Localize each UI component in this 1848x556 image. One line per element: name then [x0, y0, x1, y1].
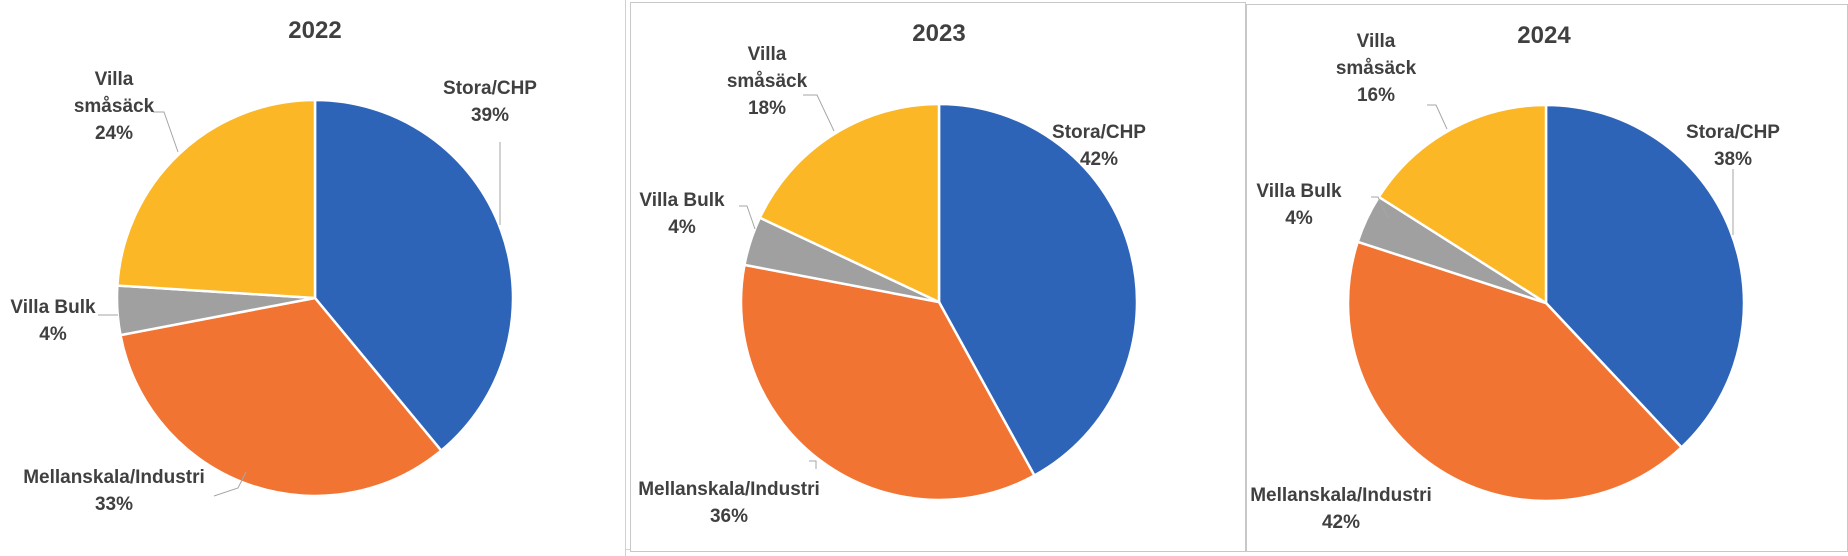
data-label-name: Stora/CHP [443, 78, 537, 99]
pie-slices [1346, 103, 1746, 503]
leader-line [213, 471, 247, 497]
data-label-name: Mellanskala/Industri [638, 479, 820, 500]
data-label-name: Villa Bulk [639, 190, 725, 211]
data-label-name: Stora/CHP [1052, 122, 1146, 143]
leader-line [153, 111, 179, 153]
data-label: Stora/CHP 42% [1052, 122, 1146, 170]
data-labels: Stora/CHP 42% Mellanskala/Industri 36% Villa… [638, 44, 1146, 527]
data-label: Villa Bulk 4% [639, 190, 725, 238]
data-labels: Stora/CHP 39% Mellanskala/Industri 33% Villa… [10, 69, 537, 515]
pie-slice-villa-sm-s-ck[interactable] [116, 98, 317, 300]
data-label-percent: 16% [1357, 85, 1395, 106]
data-label-percent: 38% [1714, 149, 1752, 170]
data-label-name: småsäck [1336, 58, 1417, 79]
data-label-percent: 39% [471, 105, 509, 126]
data-label-name: småsäck [74, 96, 155, 117]
data-label-name: Villa Bulk [1256, 181, 1342, 202]
pie-slice-mellanskala-industri[interactable] [119, 296, 443, 498]
pie-slice-villa-sm-s-ck[interactable] [1377, 103, 1548, 306]
pie-slice-stora-chp[interactable] [937, 102, 1139, 478]
data-label-percent: 18% [748, 98, 786, 119]
data-label-name: småsäck [727, 71, 808, 92]
pie-chart-canvas: 2023 Stora/CHP 42% Mellanskala/Industri 36%… [638, 20, 1146, 527]
data-label-percent: 42% [1322, 512, 1360, 533]
leader-lines [739, 94, 835, 469]
pie-slice-stora-chp[interactable] [313, 98, 515, 453]
pie-chart-2023[interactable]: 2023 Stora/CHP 42% Mellanskala/Industri 36%… [630, 2, 1246, 552]
data-label: Villa Bulk 4% [1256, 181, 1342, 229]
data-label: Villa Bulk 4% [10, 297, 96, 345]
data-label-name: Villa Bulk [10, 297, 96, 318]
data-label-percent: 4% [668, 217, 696, 238]
data-label: Villa småsäck 16% [1336, 31, 1417, 106]
data-label-percent: 4% [39, 324, 67, 345]
leader-line [809, 460, 817, 469]
pie-chart-2024[interactable]: 2024 Stora/CHP 38% Mellanskala/Industri 42%… [1246, 4, 1848, 552]
leader-line [803, 94, 835, 132]
data-label-name: Villa [1357, 31, 1396, 52]
leader-line [1427, 104, 1448, 130]
pie-chart-canvas: 2022 Stora/CHP 39% Mellanskala/Industri 33%… [10, 17, 537, 515]
leader-line [1371, 196, 1389, 219]
chart-title: 2022 [288, 17, 341, 44]
data-label: Villa småsäck 18% [727, 44, 808, 119]
chart-title: 2024 [1517, 22, 1571, 49]
leader-lines [98, 111, 501, 497]
pie-slices [739, 102, 1139, 502]
pie-slice-mellanskala-industri[interactable] [1346, 240, 1684, 503]
data-label-name: Villa [748, 44, 787, 65]
pie-chart-2022[interactable]: 2022 Stora/CHP 39% Mellanskala/Industri 33%… [0, 0, 626, 556]
data-label-percent: 42% [1080, 149, 1118, 170]
data-label-percent: 24% [95, 123, 133, 144]
data-label-name: Stora/CHP [1686, 122, 1780, 143]
data-label: Mellanskala/Industri 33% [23, 467, 205, 515]
data-labels: Stora/CHP 38% Mellanskala/Industri 42% Villa… [1250, 31, 1780, 533]
chart-title: 2023 [912, 20, 965, 47]
data-label: Stora/CHP 39% [443, 78, 537, 126]
data-label-percent: 36% [710, 506, 748, 527]
data-label: Stora/CHP 38% [1686, 122, 1780, 170]
data-label-name: Mellanskala/Industri [1250, 485, 1432, 506]
data-label: Mellanskala/Industri 36% [638, 479, 820, 527]
data-label-percent: 33% [95, 494, 133, 515]
data-label-name: Villa [95, 69, 134, 90]
data-label-percent: 4% [1285, 208, 1313, 229]
pie-slice-villa-sm-s-ck[interactable] [758, 102, 941, 304]
leader-line [739, 205, 756, 230]
pie-slice-mellanskala-industri[interactable] [739, 263, 1037, 502]
data-label-name: Mellanskala/Industri [23, 467, 205, 488]
data-label: Villa småsäck 24% [74, 69, 155, 144]
pie-slices [115, 98, 515, 498]
pie-chart-canvas: 2024 Stora/CHP 38% Mellanskala/Industri 42%… [1250, 22, 1780, 533]
data-label: Mellanskala/Industri 42% [1250, 485, 1432, 533]
pie-slice-stora-chp[interactable] [1544, 103, 1746, 450]
leader-lines [1371, 104, 1734, 235]
